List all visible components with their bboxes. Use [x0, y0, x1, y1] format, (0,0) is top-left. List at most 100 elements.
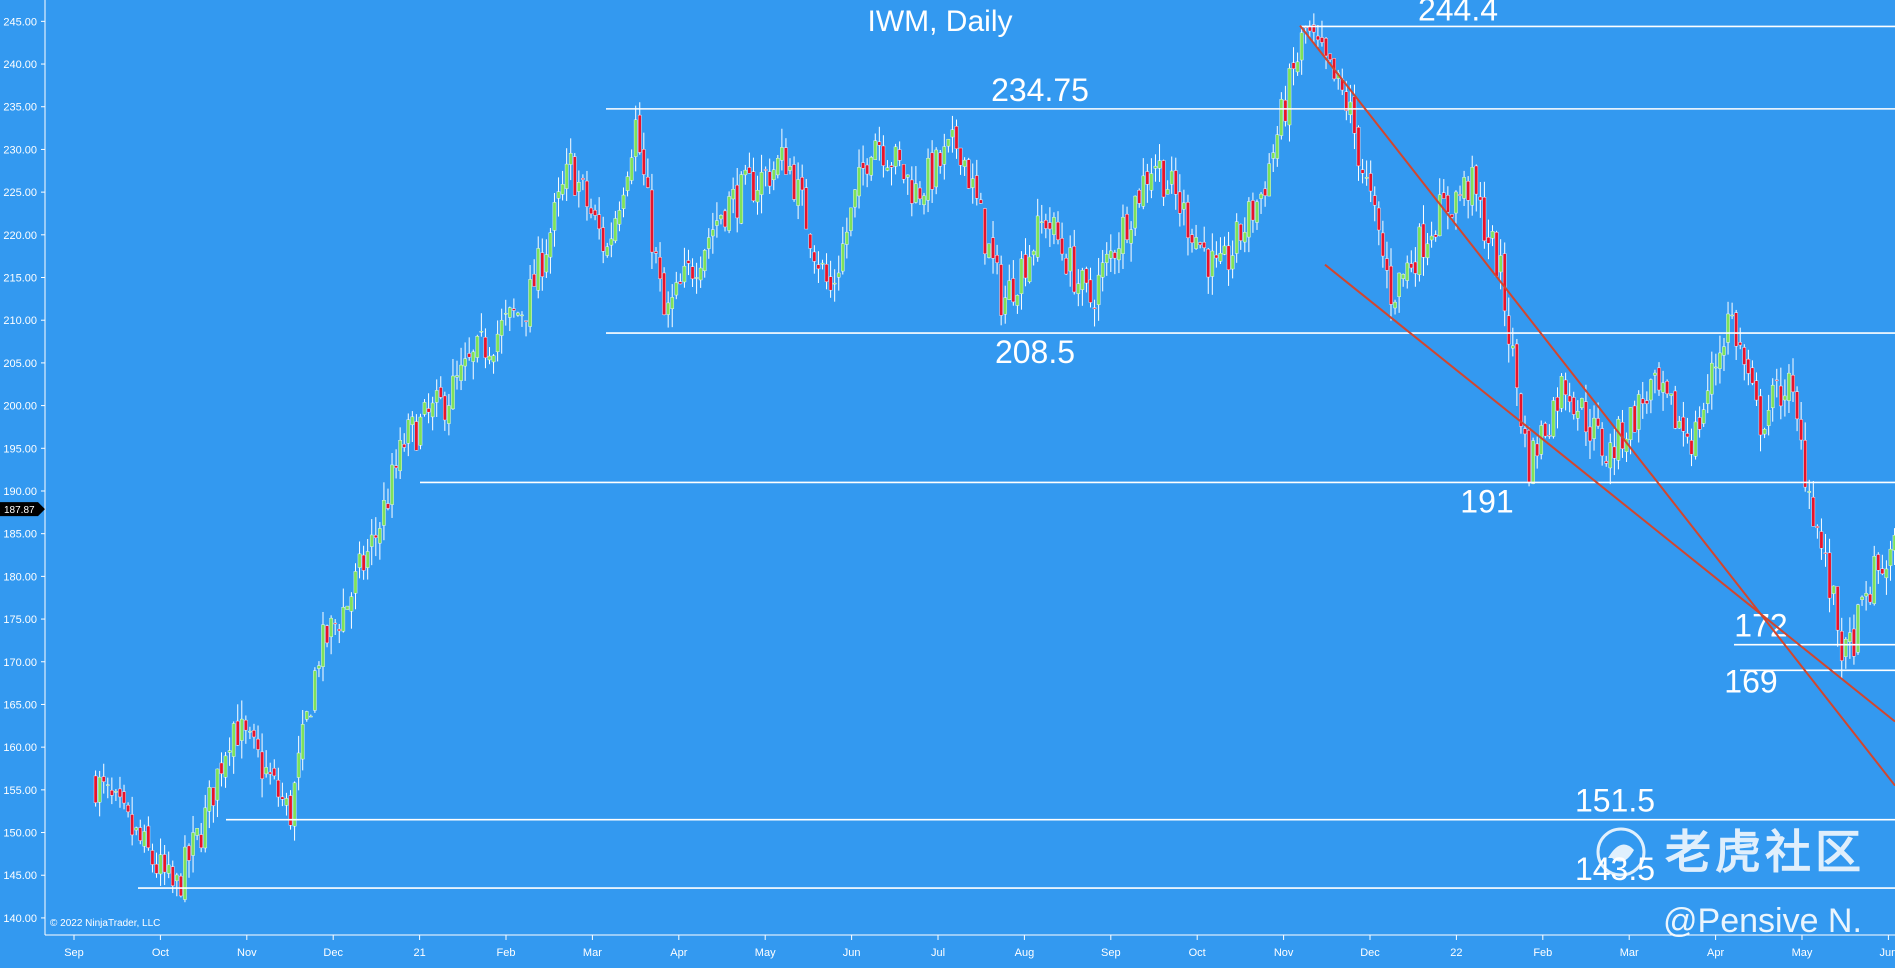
candle-up	[528, 279, 532, 327]
candle-up	[1031, 250, 1036, 256]
candle-up	[357, 553, 362, 568]
candle-up	[264, 767, 268, 775]
x-tick-label: 21	[413, 947, 425, 959]
candle-down	[897, 149, 902, 161]
candle-up	[840, 243, 845, 272]
candle-up	[390, 464, 394, 505]
candle-down	[572, 156, 577, 196]
candle-up	[520, 314, 524, 317]
candle-up	[836, 272, 841, 278]
x-tick-label: Aug	[1015, 947, 1035, 959]
candle-up	[1169, 170, 1174, 185]
candle-up	[1616, 418, 1621, 461]
candle-up	[1397, 272, 1401, 297]
candle-down	[1515, 343, 1519, 388]
y-tick-label: 165.00	[3, 699, 37, 711]
candle-down	[1214, 254, 1219, 259]
candle-up	[1182, 202, 1186, 210]
copyright-text: © 2022 NinjaTrader, LLC	[50, 918, 160, 929]
candle-down	[1742, 347, 1747, 365]
level-label: 191	[1460, 483, 1513, 519]
y-tick-label: 210.00	[3, 315, 37, 327]
candle-down	[1839, 631, 1844, 661]
candle-up	[317, 665, 321, 669]
candle-down	[333, 622, 337, 625]
candle-up	[922, 195, 926, 206]
candle-down	[938, 152, 943, 167]
candle-up	[869, 157, 874, 176]
candle-up	[1141, 175, 1146, 207]
candle-down	[1543, 423, 1548, 437]
candle-down	[260, 751, 264, 779]
candle-up	[552, 202, 557, 231]
candle-up	[1279, 99, 1284, 136]
candle-up	[1267, 163, 1271, 197]
candle-down	[1178, 191, 1182, 214]
candle-up	[418, 416, 423, 446]
candle-down	[1640, 398, 1645, 404]
candle-down	[268, 771, 273, 775]
candle-up	[463, 358, 467, 367]
candle-up	[1677, 421, 1682, 429]
candle-up	[1462, 177, 1466, 199]
candle-down	[1072, 246, 1077, 293]
candle-up	[1653, 372, 1657, 376]
candle-up	[1844, 639, 1848, 657]
candles	[93, 13, 1895, 903]
candle-up	[1848, 632, 1852, 642]
candle-up	[1068, 247, 1072, 272]
candle-down	[1738, 342, 1743, 346]
candle-up	[1429, 235, 1434, 241]
candle-down	[1632, 405, 1637, 433]
candle-up	[613, 218, 618, 242]
candle-down	[999, 264, 1003, 316]
candle-down	[1523, 428, 1527, 435]
candle-up	[495, 333, 500, 353]
candle-down	[414, 421, 419, 451]
candle-down	[1356, 127, 1361, 167]
candle-up	[711, 229, 715, 237]
candle-up	[1108, 250, 1113, 259]
candle-down	[1446, 195, 1450, 213]
candle-up	[300, 724, 305, 760]
candle-up	[398, 440, 402, 472]
candle-up	[1693, 421, 1698, 457]
candle-down	[276, 779, 281, 798]
candle-up	[1498, 255, 1503, 273]
candle-up	[1872, 556, 1877, 604]
watermark-chinese: 老虎社区	[1665, 826, 1865, 878]
y-tick-label: 245.00	[3, 16, 37, 28]
candle-up	[1888, 548, 1893, 566]
candle-down	[280, 796, 285, 800]
candle-down	[763, 169, 768, 171]
candle-down	[1685, 433, 1690, 438]
candle-down	[901, 164, 906, 180]
candle-up	[926, 157, 930, 201]
candle-down	[512, 308, 516, 311]
candle-up	[296, 752, 301, 778]
candle-down	[767, 171, 772, 187]
level-label: 151.5	[1575, 783, 1655, 819]
candle-down	[1186, 202, 1190, 238]
y-tick-label: 145.00	[3, 870, 37, 882]
candle-down	[1478, 196, 1483, 201]
candle-down	[678, 281, 683, 285]
candle-up	[191, 832, 195, 856]
candle-down	[1113, 252, 1117, 259]
candle-down	[1506, 315, 1511, 345]
candle-up	[503, 312, 508, 315]
candle-up	[292, 782, 297, 827]
candle-down	[467, 353, 471, 358]
candle-down	[1803, 440, 1807, 488]
candle-up	[873, 140, 878, 160]
candle-down	[325, 625, 329, 644]
candle-up	[577, 182, 581, 192]
candle-up	[508, 307, 512, 318]
candle-up	[516, 312, 520, 316]
candle-up	[321, 624, 325, 667]
y-tick-label: 175.00	[3, 614, 37, 626]
x-tick-label: Jul	[931, 947, 945, 959]
price-tag-bg	[0, 502, 45, 517]
x-tick-label: Feb	[1533, 947, 1552, 959]
candle-up	[1531, 440, 1535, 484]
